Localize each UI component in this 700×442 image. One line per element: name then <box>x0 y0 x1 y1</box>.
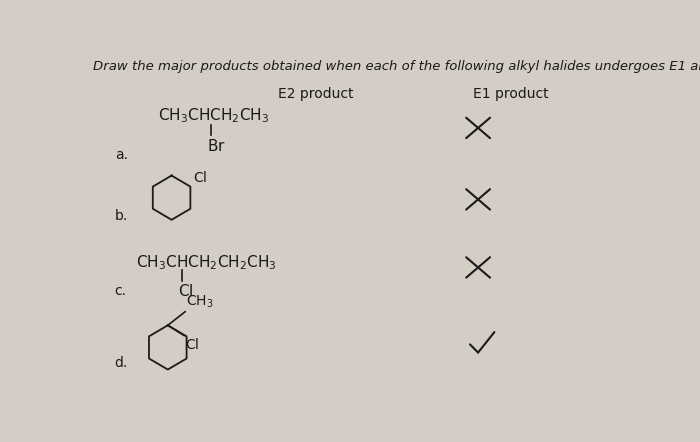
Text: $\mathsf{Br}$: $\mathsf{Br}$ <box>207 138 225 154</box>
Text: a.: a. <box>115 148 127 162</box>
Text: $\mathsf{Cl}$: $\mathsf{Cl}$ <box>193 170 207 185</box>
Text: E2 product: E2 product <box>278 87 353 101</box>
Text: $\mathsf{CH_3CHCH_2CH_3}$: $\mathsf{CH_3CHCH_2CH_3}$ <box>158 107 270 126</box>
Text: $\mathsf{Cl}$: $\mathsf{Cl}$ <box>185 337 200 352</box>
Text: E1 product: E1 product <box>473 87 549 101</box>
Text: c.: c. <box>115 284 127 298</box>
Text: b.: b. <box>115 210 128 223</box>
Text: Draw the major products obtained when each of the following alkyl halides underg: Draw the major products obtained when ea… <box>93 60 700 73</box>
Text: $\mathsf{CH_3}$: $\mathsf{CH_3}$ <box>186 293 214 310</box>
Text: $\mathsf{CH_3CHCH_2CH_2CH_3}$: $\mathsf{CH_3CHCH_2CH_2CH_3}$ <box>136 253 277 272</box>
Text: d.: d. <box>115 356 128 370</box>
Text: $\mathsf{Cl}$: $\mathsf{Cl}$ <box>178 283 194 299</box>
